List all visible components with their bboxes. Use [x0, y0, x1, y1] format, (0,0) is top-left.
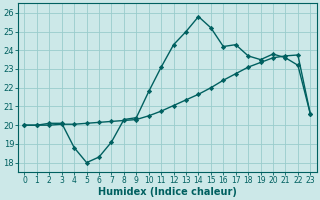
X-axis label: Humidex (Indice chaleur): Humidex (Indice chaleur) — [98, 187, 237, 197]
